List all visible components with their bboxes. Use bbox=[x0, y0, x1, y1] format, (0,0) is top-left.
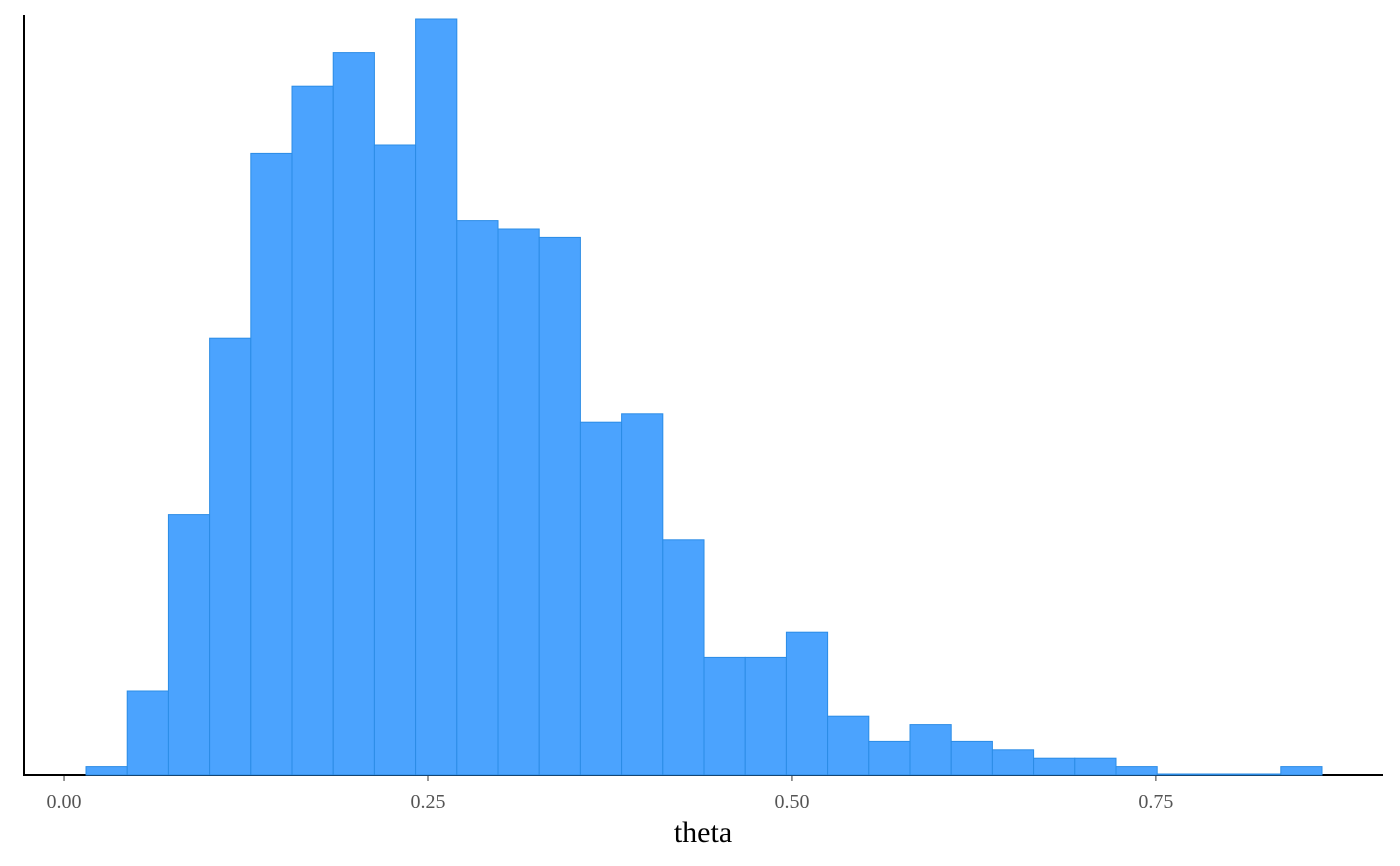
bar bbox=[332, 52, 375, 776]
x-tick-label: 0.00 bbox=[47, 791, 82, 813]
bar bbox=[250, 152, 293, 776]
bar bbox=[167, 514, 211, 776]
bar bbox=[909, 724, 952, 776]
bar bbox=[1156, 773, 1199, 776]
bar bbox=[1115, 766, 1158, 776]
bar bbox=[1197, 773, 1241, 776]
bar bbox=[744, 656, 787, 776]
bar bbox=[291, 85, 334, 776]
bar bbox=[538, 236, 581, 776]
x-axis-title: theta bbox=[674, 816, 732, 849]
bar bbox=[1033, 757, 1076, 776]
bar bbox=[827, 715, 870, 776]
bar bbox=[497, 228, 540, 776]
bar bbox=[621, 413, 664, 776]
bar bbox=[85, 766, 128, 776]
bar bbox=[373, 144, 417, 776]
bar bbox=[785, 631, 829, 776]
bar bbox=[1239, 773, 1282, 776]
bar bbox=[950, 740, 993, 776]
bar bbox=[1280, 766, 1323, 776]
bar bbox=[415, 18, 458, 776]
bar bbox=[703, 656, 746, 776]
x-tick-label: 0.25 bbox=[410, 791, 445, 813]
x-tick-label: 0.50 bbox=[774, 791, 809, 813]
bar bbox=[126, 690, 169, 776]
bar bbox=[209, 337, 252, 776]
bar bbox=[1074, 757, 1117, 776]
bar bbox=[991, 749, 1035, 776]
bar bbox=[868, 740, 911, 776]
x-tick-label: 0.75 bbox=[1138, 791, 1173, 813]
bar bbox=[456, 220, 499, 776]
bar bbox=[662, 539, 705, 776]
bar bbox=[579, 421, 623, 776]
